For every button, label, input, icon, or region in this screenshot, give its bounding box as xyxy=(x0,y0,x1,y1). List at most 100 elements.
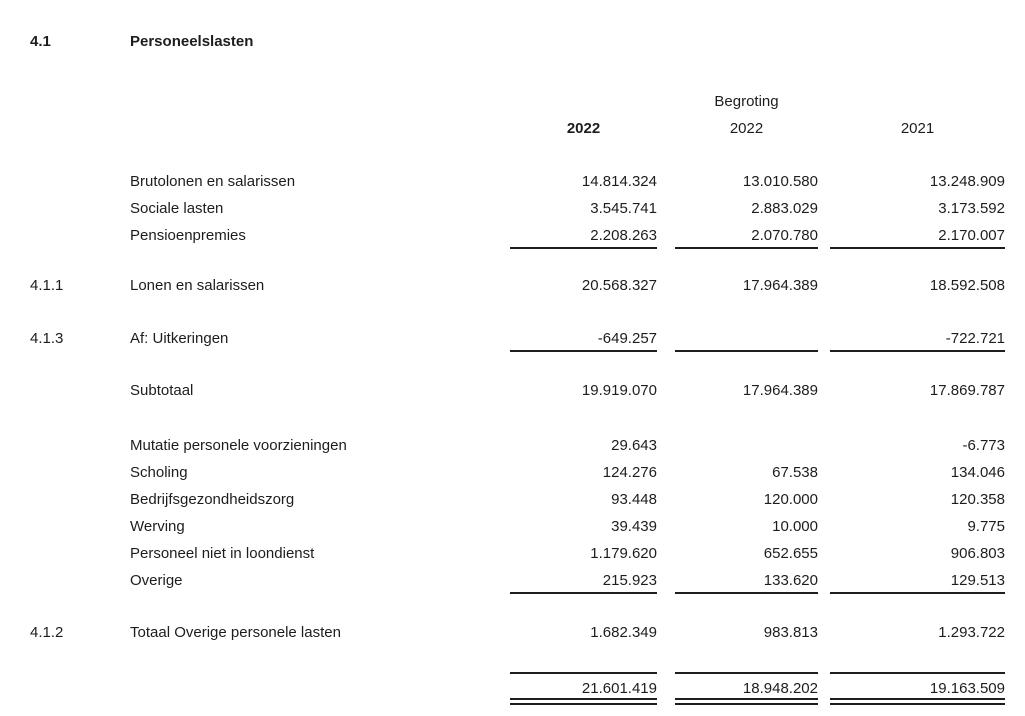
value-begroting-2022: 652.655 xyxy=(763,545,818,562)
value-begroting-2022: 983.813 xyxy=(763,624,818,641)
table-row: Pensioenpremies 2.208.263 2.070.780 2.17… xyxy=(30,222,1025,249)
value-2021: 120.358 xyxy=(950,491,1005,508)
value-2022: 14.814.324 xyxy=(581,173,657,190)
value-2022: -649.257 xyxy=(510,325,657,352)
value-2022: 29.643 xyxy=(611,437,657,454)
row-ref xyxy=(30,672,130,705)
value-2021: -6.773 xyxy=(962,437,1005,454)
total-value-begroting-2022: 18.948.202 xyxy=(675,672,818,705)
table-row: Mutatie personele voorzieningen 29.643 -… xyxy=(30,432,1025,459)
value-2022: 215.923 xyxy=(510,567,657,594)
value-2022: 20.568.327 xyxy=(581,277,657,294)
value-2021: 2.170.007 xyxy=(830,222,1005,249)
value-2021: 906.803 xyxy=(950,545,1005,562)
total-value-2021: 19.163.509 xyxy=(830,672,1005,705)
value-2022: 19.919.070 xyxy=(581,382,657,399)
row-label: Totaal Overige personele lasten xyxy=(130,624,341,641)
table-row: Personeel niet in loondienst 1.179.620 6… xyxy=(30,540,1025,567)
row-ref xyxy=(30,486,130,513)
value-begroting-2022: 10.000 xyxy=(772,518,818,535)
value-begroting-2022: 2.070.780 xyxy=(675,222,818,249)
row-label: Overige xyxy=(130,572,183,589)
value-2022: 1.179.620 xyxy=(590,545,657,562)
row-ref xyxy=(30,540,130,567)
value-2021: 134.046 xyxy=(950,464,1005,481)
value-begroting-2022 xyxy=(675,432,818,459)
row-label: Scholing xyxy=(130,464,188,481)
column-header-2022: 2022 xyxy=(566,120,601,137)
row-label: Af: Uitkeringen xyxy=(130,330,229,347)
spacer xyxy=(30,594,1025,619)
value-2022: 39.439 xyxy=(611,518,657,535)
value-2021: 1.293.722 xyxy=(938,624,1005,641)
row-ref xyxy=(30,222,130,249)
grand-total-row: 21.601.419 18.948.202 19.163.509 xyxy=(30,672,1025,705)
row-label: Brutolonen en salarissen xyxy=(130,173,296,190)
section-title-row: 4.1 Personeelslasten xyxy=(30,28,1025,55)
row-label: Bedrijfsgezondheidszorg xyxy=(130,491,295,508)
row-label: Lonen en salarissen xyxy=(130,277,265,294)
value-2022: 3.545.741 xyxy=(590,200,657,217)
spacer xyxy=(30,299,1025,325)
row-ref xyxy=(30,432,130,459)
section-number: 4.1 xyxy=(30,33,51,50)
table-header-begroting-row: Begroting xyxy=(30,88,1025,115)
value-begroting-2022: 67.538 xyxy=(772,464,818,481)
value-2021: 18.592.508 xyxy=(929,277,1005,294)
value-begroting-2022: 17.964.389 xyxy=(742,382,818,399)
row-ref xyxy=(30,513,130,540)
total-value-2022: 21.601.419 xyxy=(510,672,657,705)
page-title: Personeelslasten xyxy=(130,33,254,50)
value-2021: 3.173.592 xyxy=(938,200,1005,217)
column-header-begroting-2022: 2022 xyxy=(729,120,764,137)
value-2021: -722.721 xyxy=(830,325,1005,352)
table-row: 4.1.1 Lonen en salarissen 20.568.327 17.… xyxy=(30,272,1025,299)
column-header-2021: 2021 xyxy=(900,120,935,137)
row-label: Mutatie personele voorzieningen xyxy=(130,437,347,454)
table-row: Scholing 124.276 67.538 134.046 xyxy=(30,459,1025,486)
row-label: Sociale lasten xyxy=(130,200,224,217)
row-ref xyxy=(30,377,130,404)
table-row: Bedrijfsgezondheidszorg 93.448 120.000 1… xyxy=(30,486,1025,513)
row-label xyxy=(130,672,510,705)
value-2021: 13.248.909 xyxy=(929,173,1005,190)
spacer xyxy=(30,249,1025,272)
table-row: Overige 215.923 133.620 129.513 xyxy=(30,567,1025,594)
value-begroting-2022: 133.620 xyxy=(675,567,818,594)
value-2022: 93.448 xyxy=(611,491,657,508)
value-2022: 124.276 xyxy=(602,464,657,481)
value-2021: 129.513 xyxy=(830,567,1005,594)
table-row: Werving 39.439 10.000 9.775 xyxy=(30,513,1025,540)
value-begroting-2022 xyxy=(675,325,818,352)
row-ref xyxy=(30,459,130,486)
table-row: Subtotaal 19.919.070 17.964.389 17.869.7… xyxy=(30,377,1025,404)
value-2021: 17.869.787 xyxy=(929,382,1005,399)
spacer xyxy=(30,404,1025,432)
value-begroting-2022: 120.000 xyxy=(763,491,818,508)
value-2021: 9.775 xyxy=(967,518,1005,535)
row-ref: 4.1.2 xyxy=(30,624,64,641)
table-row: 4.1.2 Totaal Overige personele lasten 1.… xyxy=(30,619,1025,646)
value-begroting-2022: 17.964.389 xyxy=(742,277,818,294)
row-ref xyxy=(30,168,130,195)
row-label: Pensioenpremies xyxy=(130,227,246,244)
row-label: Personeel niet in loondienst xyxy=(130,545,315,562)
table-header-years-row: 2022 2022 2021 xyxy=(30,115,1025,142)
row-ref xyxy=(30,195,130,222)
spacer xyxy=(30,646,1025,672)
spacer xyxy=(30,352,1025,377)
value-2022: 2.208.263 xyxy=(510,222,657,249)
column-header-begroting: Begroting xyxy=(714,93,779,110)
row-label: Werving xyxy=(130,518,185,535)
row-ref: 4.1.3 xyxy=(30,330,64,347)
value-begroting-2022: 13.010.580 xyxy=(742,173,818,190)
row-label: Subtotaal xyxy=(130,382,194,399)
value-2022: 1.682.349 xyxy=(590,624,657,641)
value-begroting-2022: 2.883.029 xyxy=(751,200,818,217)
table-row: 4.1.3 Af: Uitkeringen -649.257 -722.721 xyxy=(30,325,1025,352)
row-ref xyxy=(30,567,130,594)
table-row: Sociale lasten 3.545.741 2.883.029 3.173… xyxy=(30,195,1025,222)
row-ref: 4.1.1 xyxy=(30,277,64,294)
table-row: Brutolonen en salarissen 14.814.324 13.0… xyxy=(30,168,1025,195)
